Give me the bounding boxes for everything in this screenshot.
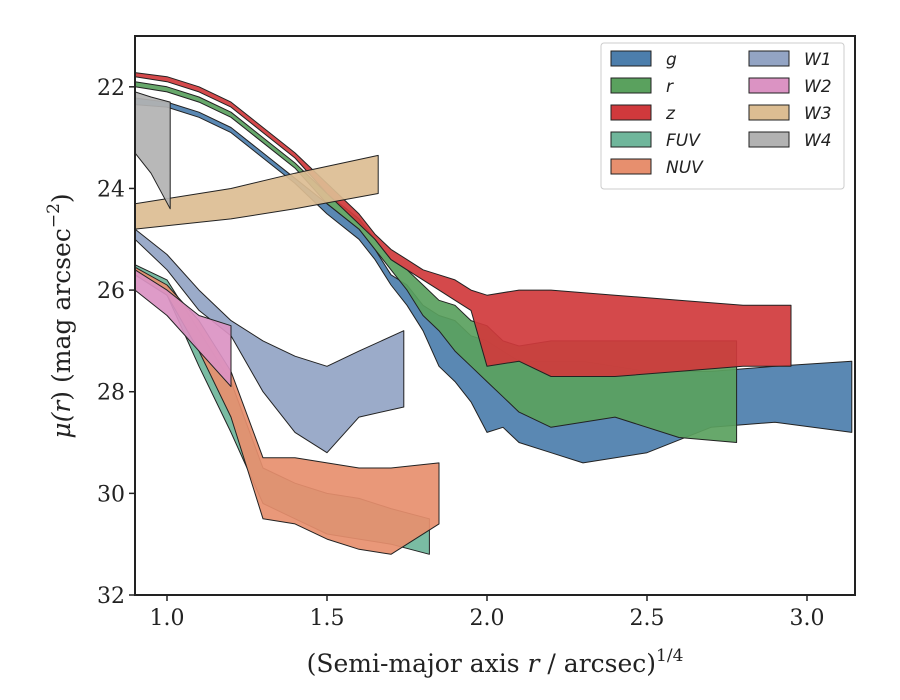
legend-swatch: [610, 158, 652, 175]
ticks-layer: 1.0 1.5 2.0 2.5 3.0 22 24 26 28 30 32: [97, 76, 825, 631]
legend-label: W2: [804, 77, 832, 97]
series-band-nuv: [135, 266, 440, 555]
legend-item-fuv: FUV: [610, 131, 701, 151]
y-axis-label: μ(r) (mag arcsec−2): [44, 193, 76, 438]
legend-label: W3: [804, 104, 832, 124]
series-layer: [135, 72, 853, 555]
legend-label: W4: [804, 131, 832, 151]
y-tick-label: 28: [97, 381, 125, 406]
legend-swatch: [748, 104, 790, 121]
legend-swatch: [748, 77, 790, 94]
legend-label: FUV: [666, 131, 701, 151]
series-band-w4: [135, 91, 171, 210]
plot-frame: [134, 35, 856, 596]
legend-item-w4: W4: [748, 131, 832, 151]
legend-swatch: [610, 131, 652, 148]
legend-items: grz FUV NUV W1 W2 W3 W4: [610, 50, 832, 178]
x-tick-label: 2.5: [630, 606, 665, 631]
legend-item-g: g: [610, 50, 677, 70]
x-tick-label: 1.0: [150, 606, 185, 631]
series-band-w1: [135, 228, 405, 454]
legend-swatch: [748, 131, 790, 148]
y-tick-label: 22: [97, 76, 125, 101]
legend-label: z: [665, 104, 676, 124]
x-tick-label: 1.5: [310, 606, 345, 631]
legend-swatch: [610, 77, 652, 94]
x-tick-label: 3.0: [790, 606, 825, 631]
legend-item-w1: W1: [748, 50, 832, 70]
series-band-w2: [135, 269, 232, 388]
legend-swatch: [610, 50, 652, 67]
y-tick-label: 30: [97, 482, 125, 507]
legend-label: NUV: [666, 158, 704, 178]
series-band-w3: [135, 154, 379, 230]
y-tick-label: 26: [97, 279, 125, 304]
legend-label: r: [666, 77, 674, 97]
x-axis-label: (Semi-major axis r / arcsec)1/4: [307, 646, 684, 678]
y-tick-label: 32: [97, 584, 125, 609]
legend-swatch: [610, 104, 652, 121]
legend-item-w3: W3: [748, 104, 832, 124]
legend-item-z: z: [610, 104, 676, 124]
series-band-z: [135, 72, 792, 377]
legend-label: W1: [804, 50, 832, 70]
x-tick-label: 2.0: [470, 606, 505, 631]
legend-label: g: [666, 50, 677, 70]
legend: grz FUV NUV W1 W2 W3 W4: [600, 42, 845, 190]
legend-item-nuv: NUV: [610, 158, 704, 178]
legend-item-w2: W2: [748, 77, 832, 97]
y-tick-label: 24: [97, 177, 125, 202]
legend-item-r: r: [610, 77, 674, 97]
legend-swatch: [748, 50, 790, 67]
